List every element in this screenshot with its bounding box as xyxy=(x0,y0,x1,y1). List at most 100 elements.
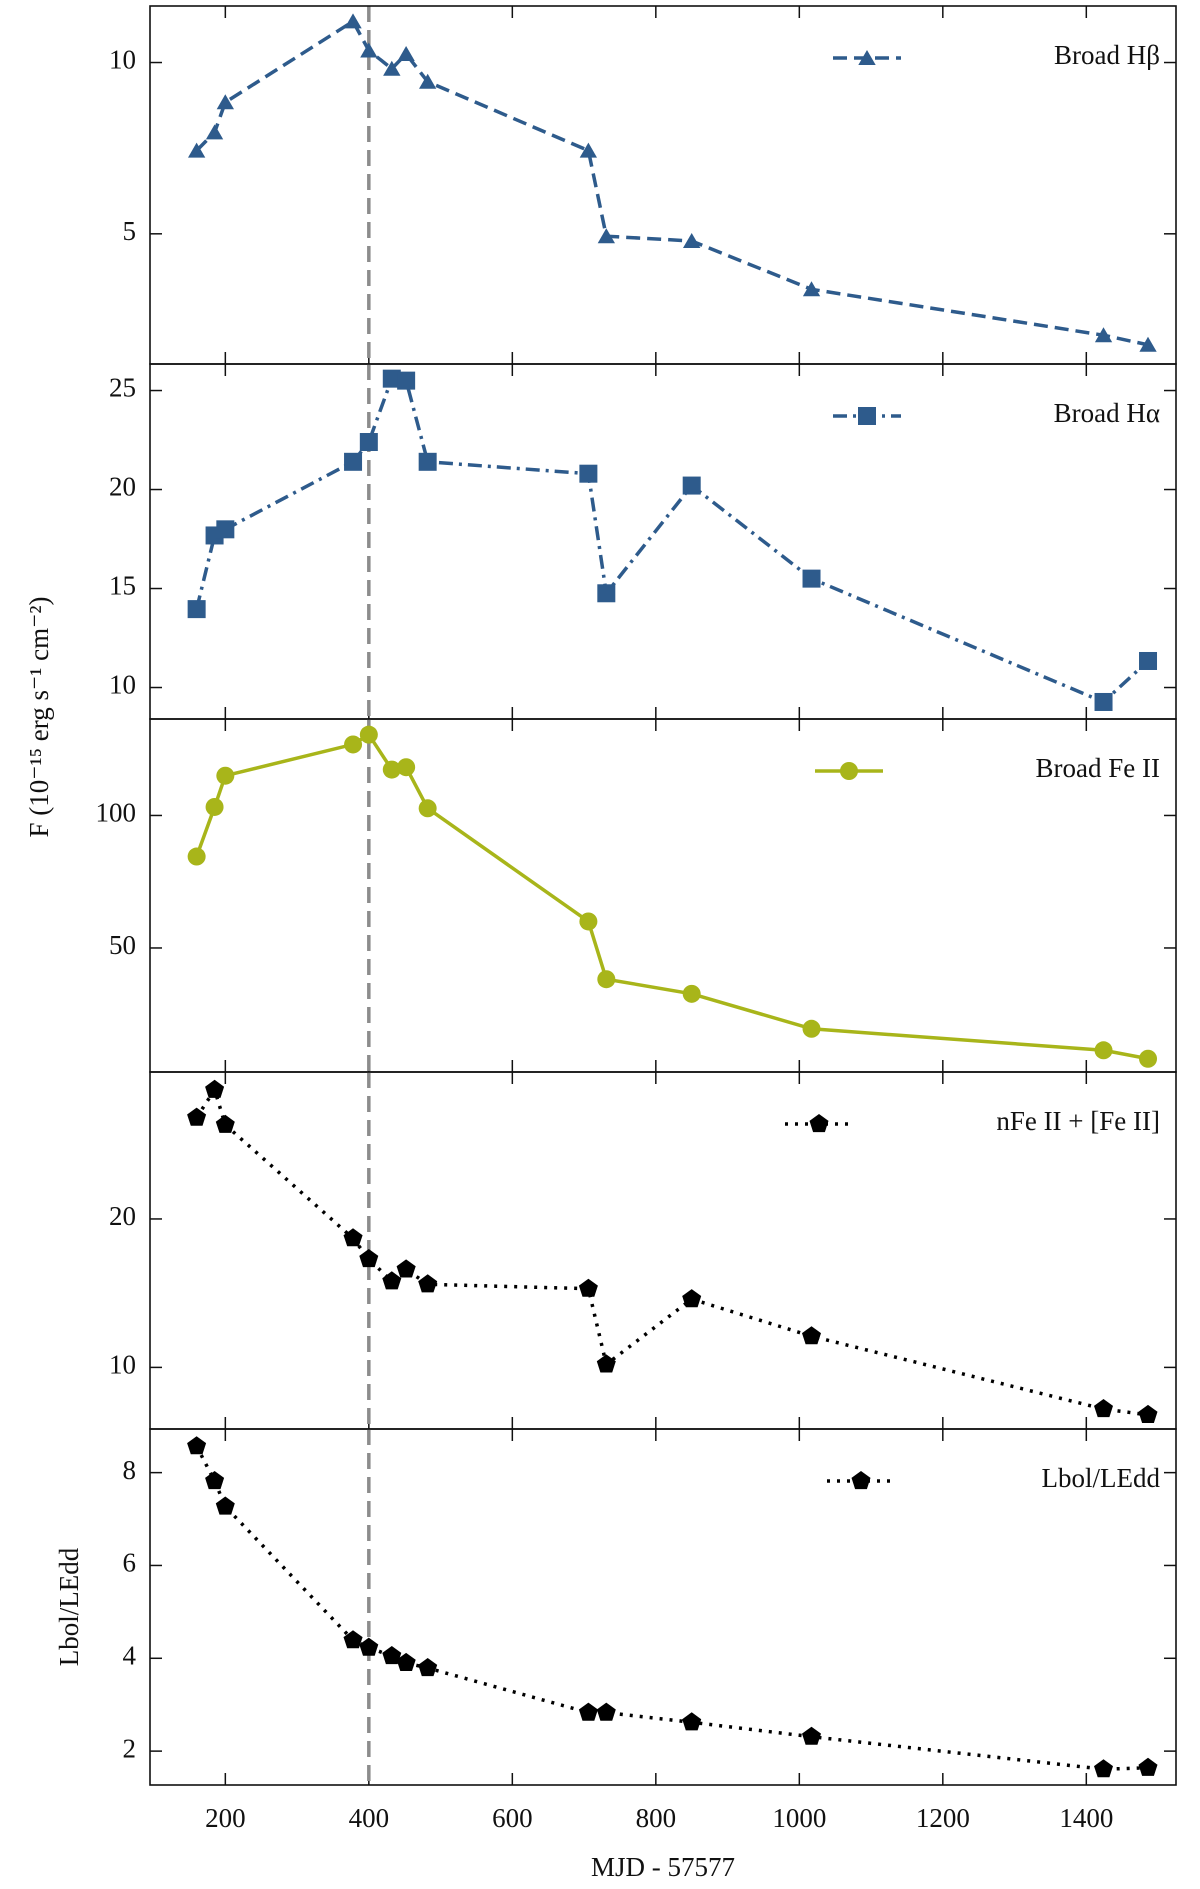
y-tick-label: 10 xyxy=(109,670,136,700)
marker xyxy=(383,60,401,76)
marker xyxy=(802,569,821,588)
marker xyxy=(396,1259,416,1278)
marker xyxy=(578,1278,598,1297)
marker xyxy=(344,735,363,754)
marker xyxy=(187,847,206,866)
marker xyxy=(597,584,616,603)
marker xyxy=(418,799,437,818)
marker xyxy=(1094,1399,1113,1418)
y-tick-label: 4 xyxy=(123,1640,137,1670)
marker xyxy=(205,1471,225,1490)
marker xyxy=(344,452,363,471)
marker xyxy=(418,452,437,471)
y-tick-label: 50 xyxy=(109,930,136,960)
marker xyxy=(596,1702,616,1721)
marker xyxy=(205,797,224,816)
marker xyxy=(597,228,615,244)
series-line xyxy=(194,376,1150,705)
marker xyxy=(1138,1404,1158,1423)
marker xyxy=(359,433,378,452)
x-tick-label: 400 xyxy=(349,1803,390,1833)
y-axis-label: F (10⁻¹⁵ erg s⁻¹ cm⁻²) xyxy=(24,597,54,838)
marker xyxy=(802,281,821,297)
x-tick-label: 1400 xyxy=(1059,1803,1113,1833)
marker xyxy=(397,46,415,61)
marker xyxy=(1094,1759,1113,1778)
x-tick-label: 600 xyxy=(492,1803,533,1833)
x-axis-label: MJD - 57577 xyxy=(591,1852,735,1882)
marker xyxy=(344,13,362,29)
legend-label: Broad Hβ xyxy=(1054,40,1160,70)
marker xyxy=(802,1019,821,1038)
legend-marker xyxy=(809,1114,829,1133)
marker xyxy=(205,124,224,140)
y-tick-label: 20 xyxy=(109,1201,136,1231)
marker xyxy=(216,94,234,110)
marker xyxy=(683,233,701,248)
legend-marker xyxy=(858,407,876,425)
marker xyxy=(1094,692,1113,711)
marker xyxy=(802,1726,821,1745)
legend-marker xyxy=(851,1471,871,1490)
marker xyxy=(187,1107,207,1126)
plot-frame xyxy=(149,5,1177,365)
marker xyxy=(682,1289,702,1308)
marker xyxy=(359,725,378,744)
legend-label: Lbol/LEdd xyxy=(1042,1463,1161,1493)
series-line xyxy=(195,18,1149,347)
y-tick-label: 20 xyxy=(109,472,136,502)
y-tick-label: 25 xyxy=(109,373,136,403)
marker xyxy=(359,1249,379,1268)
marker xyxy=(1138,1757,1158,1776)
marker xyxy=(343,1228,363,1247)
marker xyxy=(419,73,437,89)
series-line xyxy=(195,1445,1149,1771)
plot-frame xyxy=(149,718,1177,1073)
marker xyxy=(1094,1041,1113,1060)
marker xyxy=(343,1630,363,1649)
marker xyxy=(188,142,206,158)
legend-marker xyxy=(840,762,858,780)
marker xyxy=(396,1652,416,1671)
y-tick-label: 5 xyxy=(123,216,137,246)
series-line xyxy=(194,732,1149,1061)
marker xyxy=(579,142,597,158)
y-tick-label: 6 xyxy=(123,1548,137,1578)
marker xyxy=(215,1114,235,1133)
marker xyxy=(579,912,598,931)
y-tick-label: 10 xyxy=(109,1350,136,1380)
marker xyxy=(382,1271,402,1290)
marker xyxy=(1139,651,1158,670)
marker xyxy=(682,1712,702,1731)
x-tick-label: 800 xyxy=(636,1803,677,1833)
marker xyxy=(187,600,206,619)
y-tick-label: 100 xyxy=(96,798,137,828)
marker xyxy=(215,1496,235,1515)
y-tick-label: 15 xyxy=(109,571,136,601)
series-line xyxy=(195,1085,1149,1417)
marker xyxy=(1094,327,1113,343)
marker xyxy=(596,1354,616,1373)
marker xyxy=(205,1079,225,1098)
marker xyxy=(359,1637,379,1656)
legend-label: Broad Fe II xyxy=(1036,753,1160,783)
marker xyxy=(1139,1049,1158,1068)
legend-label: Broad Hα xyxy=(1054,398,1160,428)
marker xyxy=(597,970,616,989)
marker xyxy=(187,1436,207,1455)
marker xyxy=(382,369,401,388)
marker xyxy=(578,1702,598,1721)
y-tick-label: 2 xyxy=(123,1733,137,1763)
marker xyxy=(802,1326,821,1345)
marker xyxy=(682,476,701,495)
marker xyxy=(360,42,378,58)
y-axis-label: Lbol/LEdd xyxy=(54,1547,84,1666)
plot-frame xyxy=(149,1428,1177,1786)
marker xyxy=(216,766,235,785)
marker xyxy=(418,1658,438,1677)
marker xyxy=(216,520,235,539)
marker xyxy=(579,464,598,483)
y-tick-label: 8 xyxy=(123,1455,137,1485)
marker xyxy=(682,984,701,1003)
